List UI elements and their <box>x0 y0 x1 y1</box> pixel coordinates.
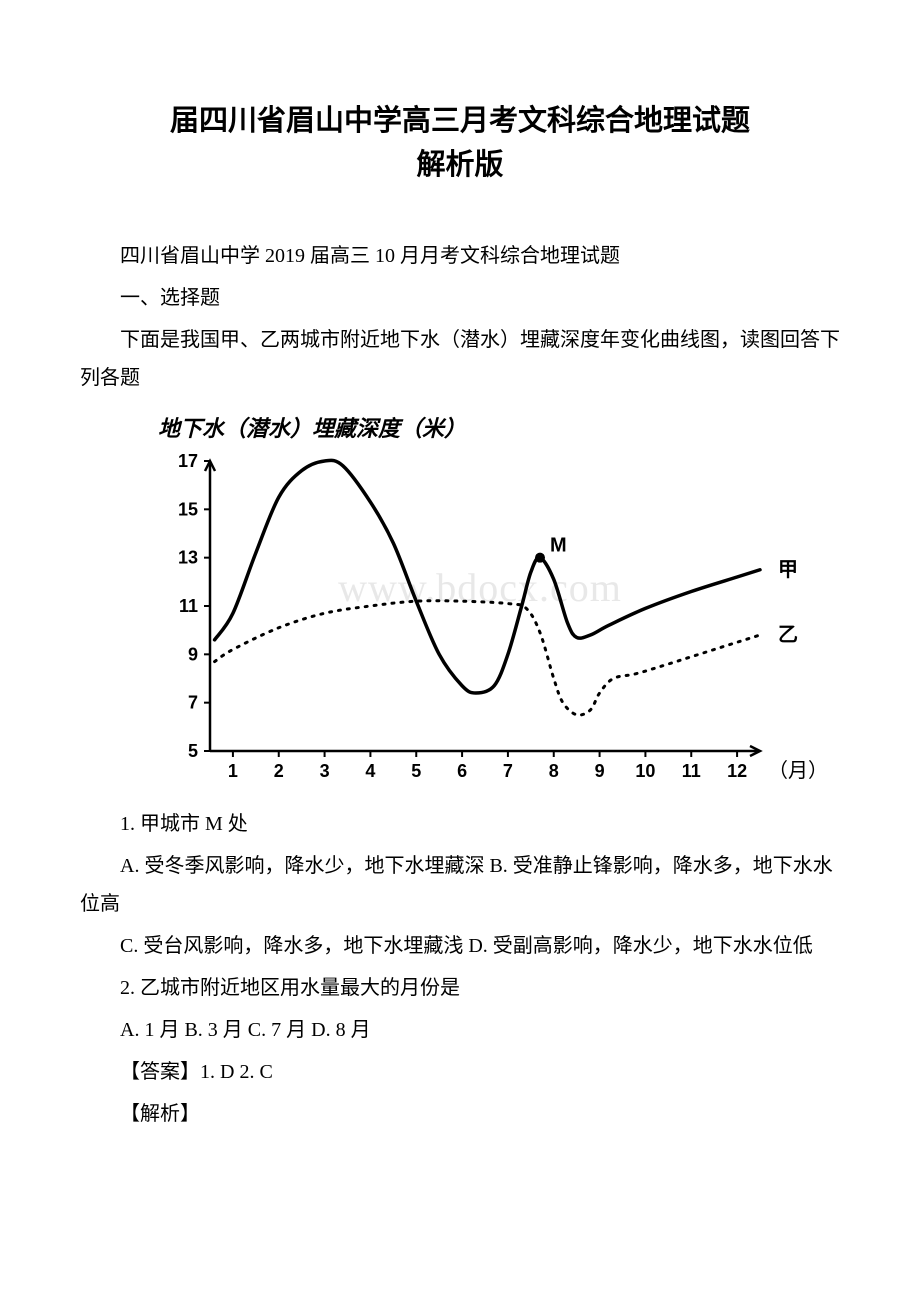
groundwater-chart: 地下水（潜水）埋藏深度（米） www.bdocx.com579111315171… <box>140 411 840 791</box>
svg-text:6: 6 <box>457 761 467 781</box>
svg-text:3: 3 <box>320 761 330 781</box>
svg-text:8: 8 <box>549 761 559 781</box>
question-2-stem: 2. 乙城市附近地区用水量最大的月份是 <box>80 969 840 1007</box>
chart-svg: www.bdocx.com57911131517123456789101112（… <box>140 451 820 791</box>
chart-title: 地下水（潜水）埋藏深度（米） <box>158 411 840 443</box>
svg-text:（月）: （月） <box>768 759 820 782</box>
svg-text:乙: 乙 <box>778 624 798 646</box>
svg-text:1: 1 <box>228 761 238 781</box>
title-line-1: 届四川省眉山中学高三月考文科综合地理试题 <box>170 105 750 137</box>
section-heading: 一、选择题 <box>80 279 840 317</box>
subtitle: 四川省眉山中学 2019 届高三 10 月月考文科综合地理试题 <box>80 237 840 275</box>
svg-text:2: 2 <box>274 761 284 781</box>
analysis: 【解析】 <box>80 1095 840 1133</box>
intro-paragraph: 下面是我国甲、乙两城市附近地下水（潜水）埋藏深度年变化曲线图，读图回答下列各题 <box>80 321 840 397</box>
svg-text:7: 7 <box>503 761 513 781</box>
question-1-stem: 1. 甲城市 M 处 <box>80 805 840 843</box>
title-line-2: 解析版 <box>416 149 503 181</box>
answer: 【答案】1. D 2. C <box>80 1053 840 1091</box>
question-1-options-2: C. 受台风影响，降水多，地下水埋藏浅 D. 受副高影响，降水少，地下水水位低 <box>80 927 840 965</box>
question-2-options: A. 1 月 B. 3 月 C. 7 月 D. 8 月 <box>80 1011 840 1049</box>
svg-text:9: 9 <box>188 644 198 664</box>
svg-text:www.bdocx.com: www.bdocx.com <box>338 565 622 610</box>
svg-text:11: 11 <box>682 761 701 781</box>
question-1-options-1: A. 受冬季风影响，降水少，地下水埋藏深 B. 受准静止锋影响，降水多，地下水水… <box>80 847 840 923</box>
svg-text:13: 13 <box>178 548 198 568</box>
svg-text:7: 7 <box>188 693 198 713</box>
svg-text:9: 9 <box>595 761 605 781</box>
svg-text:11: 11 <box>179 596 198 616</box>
svg-text:5: 5 <box>411 761 421 781</box>
svg-text:5: 5 <box>188 741 198 761</box>
svg-text:12: 12 <box>727 761 747 781</box>
svg-text:10: 10 <box>635 761 655 781</box>
svg-text:甲: 甲 <box>778 559 798 581</box>
svg-text:M: M <box>550 535 567 557</box>
svg-text:4: 4 <box>365 761 375 781</box>
page-title: 届四川省眉山中学高三月考文科综合地理试题 解析版 <box>80 100 840 187</box>
svg-text:17: 17 <box>178 451 198 471</box>
svg-text:15: 15 <box>178 499 198 519</box>
